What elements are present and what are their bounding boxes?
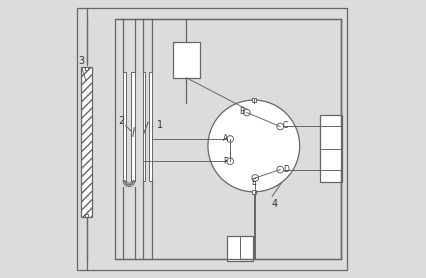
Text: 3: 3 bbox=[78, 56, 84, 66]
Bar bbox=[131, 72, 135, 181]
Bar bbox=[148, 72, 151, 181]
Circle shape bbox=[243, 109, 250, 116]
Bar bbox=[251, 190, 255, 194]
Bar bbox=[142, 72, 145, 181]
Text: C: C bbox=[282, 121, 288, 130]
Text: F: F bbox=[222, 157, 227, 166]
Bar bbox=[85, 67, 88, 70]
Bar bbox=[251, 98, 255, 102]
Circle shape bbox=[276, 166, 283, 173]
Text: E: E bbox=[251, 178, 256, 187]
Bar bbox=[115, 19, 340, 259]
Bar bbox=[319, 115, 342, 182]
Bar bbox=[85, 214, 88, 217]
Text: A: A bbox=[222, 134, 227, 143]
Bar bbox=[226, 236, 253, 261]
Bar bbox=[173, 42, 199, 78]
Circle shape bbox=[251, 175, 258, 181]
Text: D: D bbox=[282, 165, 288, 174]
Text: 2: 2 bbox=[118, 116, 124, 126]
Bar bbox=[123, 72, 126, 181]
Bar bbox=[81, 67, 92, 217]
Circle shape bbox=[226, 158, 233, 165]
Circle shape bbox=[207, 100, 299, 192]
Text: 4: 4 bbox=[271, 199, 277, 209]
Circle shape bbox=[276, 123, 283, 130]
Text: 1: 1 bbox=[156, 120, 162, 130]
Text: B: B bbox=[239, 107, 244, 116]
Circle shape bbox=[226, 136, 233, 142]
